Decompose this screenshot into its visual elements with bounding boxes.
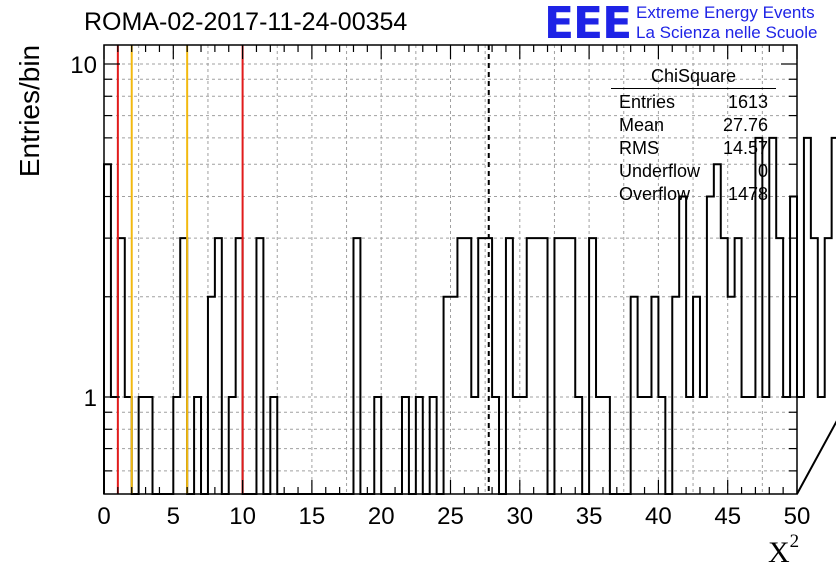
stats-label: Entries xyxy=(619,92,676,112)
x-tick-label: 25 xyxy=(437,503,464,530)
stats-value: 1613 xyxy=(727,92,768,112)
x-tick-label: 15 xyxy=(299,503,326,530)
stats-value: 14.57 xyxy=(722,138,768,158)
x-tick-label: 5 xyxy=(167,503,180,530)
x-tick-label: 40 xyxy=(645,503,672,530)
x-tick-label: 20 xyxy=(368,503,395,530)
y-tick-label: 10 xyxy=(70,52,97,79)
x-tick-label: 30 xyxy=(506,503,533,530)
eee-logo: EEE xyxy=(544,0,632,49)
stats-value: 0 xyxy=(757,161,768,181)
stats-label: Underflow xyxy=(619,161,701,181)
x-axis-label: X2 xyxy=(768,531,800,569)
logo-line-1: Extreme Energy Events xyxy=(636,3,815,22)
eee-logo-caption: Extreme Energy Events La Scienza nelle S… xyxy=(636,3,817,43)
y-tick-label: 1 xyxy=(84,385,97,412)
stats-value: 1478 xyxy=(727,184,768,204)
plot-title: ROMA-02-2017-11-24-00354 xyxy=(84,8,408,36)
stats-title: ChiSquare xyxy=(611,66,776,89)
stats-row-overflow: Overflow 1478 xyxy=(611,183,776,206)
stats-label: RMS xyxy=(619,138,659,158)
x-tick-label: 10 xyxy=(229,503,256,530)
y-axis-label: Entries/bin xyxy=(14,44,45,178)
stats-label: Overflow xyxy=(619,184,691,204)
stats-box: ChiSquare Entries 1613 Mean 27.76 RMS 14.57… xyxy=(611,66,776,206)
x-tick-label: 0 xyxy=(97,503,110,530)
x-tick-label: 35 xyxy=(576,503,603,530)
stats-value: 27.76 xyxy=(722,115,768,135)
x-tick-label: 50 xyxy=(784,503,811,530)
x-tick-label: 45 xyxy=(714,503,741,530)
histogram-series xyxy=(103,136,836,495)
stats-label: Mean xyxy=(619,115,665,135)
stats-row-mean: Mean 27.76 xyxy=(611,114,776,137)
stats-row-rms: RMS 14.57 xyxy=(611,137,776,160)
logo-line-2: La Scienza nelle Scuole xyxy=(636,23,818,42)
stats-row-underflow: Underflow 0 xyxy=(611,160,776,183)
stats-row-entries: Entries 1613 xyxy=(611,91,776,114)
